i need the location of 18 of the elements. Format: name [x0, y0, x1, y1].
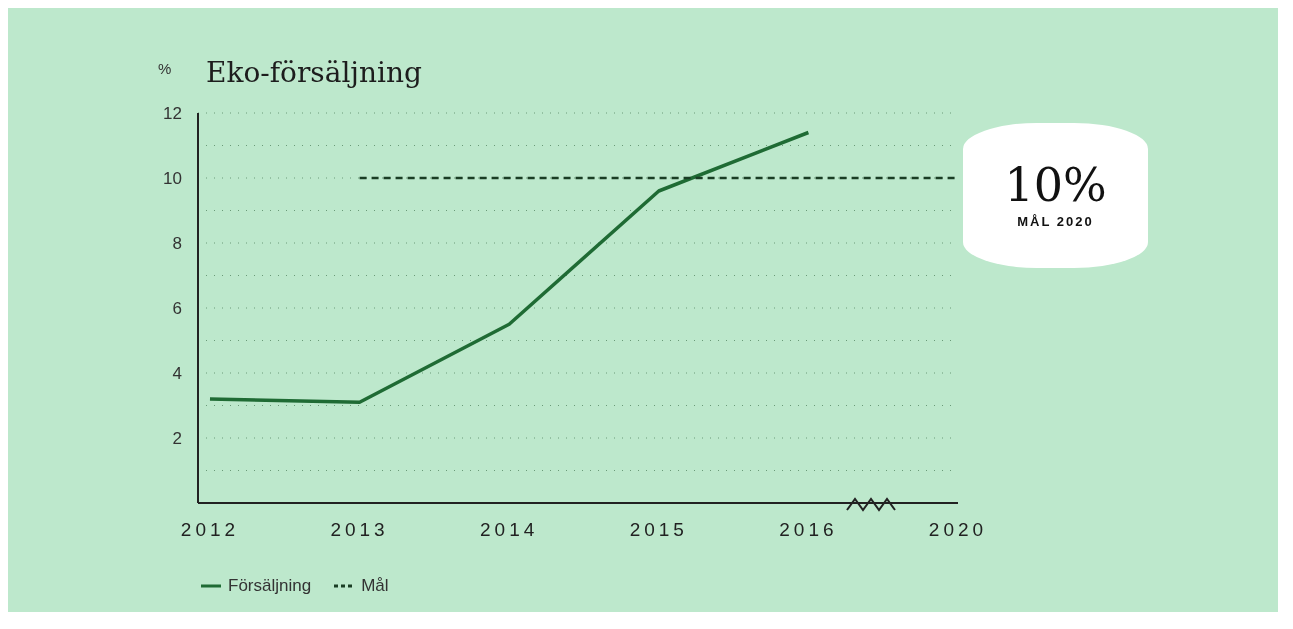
- line-series: [208, 130, 811, 404]
- x-tick-label: 2015: [629, 519, 688, 541]
- x-tick-label: 2020: [928, 519, 988, 541]
- badge-shape: 10% MÅL 2020: [963, 123, 1148, 268]
- chart-title: Eko-försäljning: [206, 56, 422, 89]
- y-tick-label: 4: [172, 364, 182, 384]
- legend-label: Försäljning: [228, 576, 312, 596]
- x-tick-label: 2014: [480, 519, 539, 541]
- y-tick-label: 10: [163, 169, 182, 189]
- y-tick-label: 12: [163, 104, 182, 124]
- y-tick-label: 8: [172, 234, 182, 254]
- y-tick-label: 6: [172, 299, 182, 319]
- y-tick-label: 2: [172, 429, 182, 449]
- x-tick-label: 2016: [779, 519, 838, 541]
- x-tick-label: 2013: [330, 519, 389, 541]
- y-axis-title: %: [158, 60, 172, 77]
- legend-label: Mål: [361, 576, 389, 596]
- x-tick-label: 2012: [180, 519, 240, 541]
